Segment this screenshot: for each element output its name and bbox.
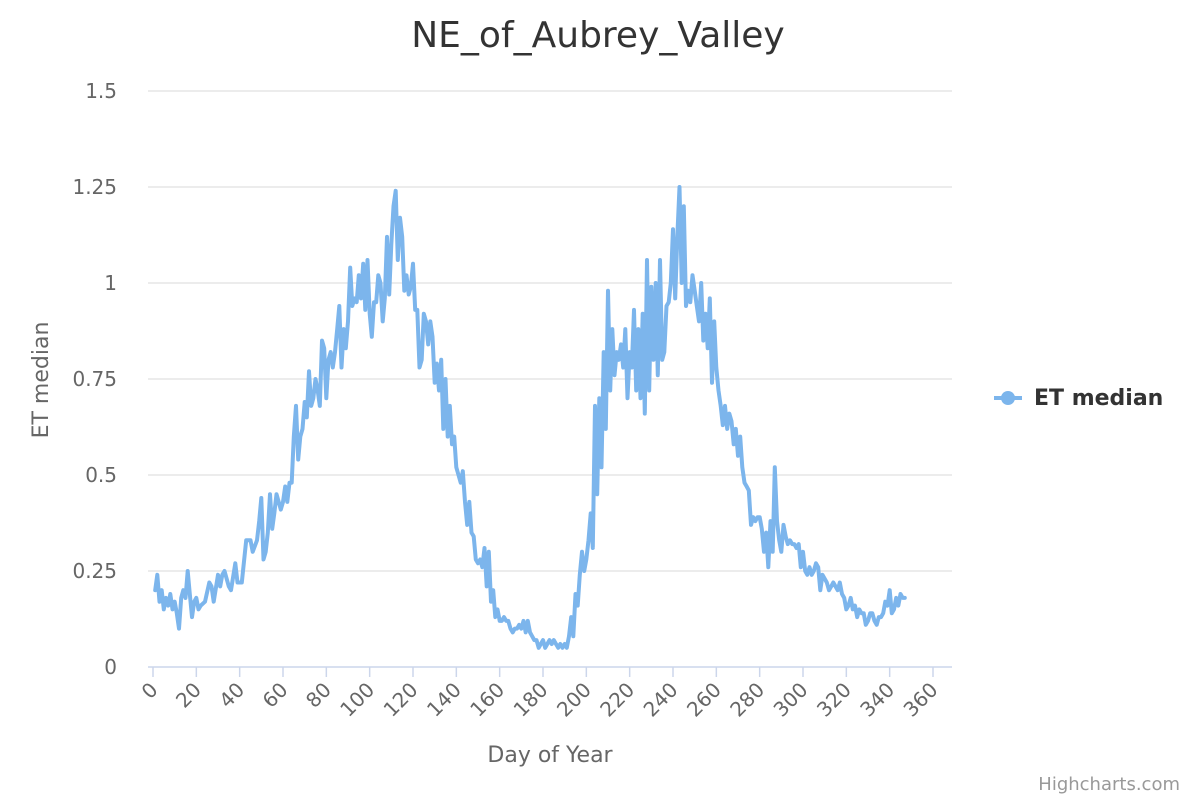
y-tick-label: 0.5	[85, 463, 117, 487]
legend-marker-icon	[1001, 391, 1015, 405]
y-axis-title: ET median	[29, 322, 54, 439]
x-tick-label: 80	[301, 678, 336, 713]
x-tick-label: 320	[812, 678, 856, 722]
x-tick-label: 140	[422, 678, 466, 722]
et-median-series-line[interactable]	[153, 185, 907, 650]
x-tick-label: 220	[595, 678, 639, 722]
chart-title: NE_of_Aubrey_Valley	[411, 15, 784, 56]
x-tick-label: 360	[899, 678, 943, 722]
x-tick-label: 120	[379, 678, 423, 722]
x-tick-label: 60	[258, 678, 293, 713]
y-tick-label: 1.25	[72, 175, 117, 199]
x-tick-label: 200	[552, 678, 596, 722]
x-tick-label: 180	[509, 678, 553, 722]
x-axis-tick-labels: 0 20 40 60 80 100 120 140 160 180 200 220 240 260 280 3…	[137, 678, 943, 722]
y-tick-label: 1.5	[85, 79, 117, 103]
x-tick-label: 160	[465, 678, 509, 722]
x-tick-label: 260	[682, 678, 726, 722]
x-tick-label: 340	[855, 678, 899, 722]
legend-label: ET median	[1034, 386, 1163, 411]
legend-item-et-median[interactable]: ET median	[994, 386, 1163, 411]
x-tick-label: 20	[171, 678, 206, 713]
x-axis-ticks	[152, 667, 934, 677]
x-tick-label: 40	[214, 678, 249, 713]
y-tick-label: 0.75	[72, 367, 117, 391]
x-tick-label: 300	[769, 678, 813, 722]
x-axis-title: Day of Year	[487, 743, 613, 768]
x-tick-label: 280	[725, 678, 769, 722]
y-tick-label: 0	[104, 655, 117, 679]
y-axis-tick-labels: 0 0.25 0.5 0.75 1 1.25 1.5	[72, 79, 117, 679]
y-tick-label: 1	[104, 271, 117, 295]
x-tick-label: 100	[335, 678, 379, 722]
y-tick-label: 0.25	[72, 559, 117, 583]
credits-link[interactable]: Highcharts.com	[1038, 774, 1180, 795]
x-tick-label: 0	[137, 678, 163, 704]
x-tick-label: 240	[639, 678, 683, 722]
